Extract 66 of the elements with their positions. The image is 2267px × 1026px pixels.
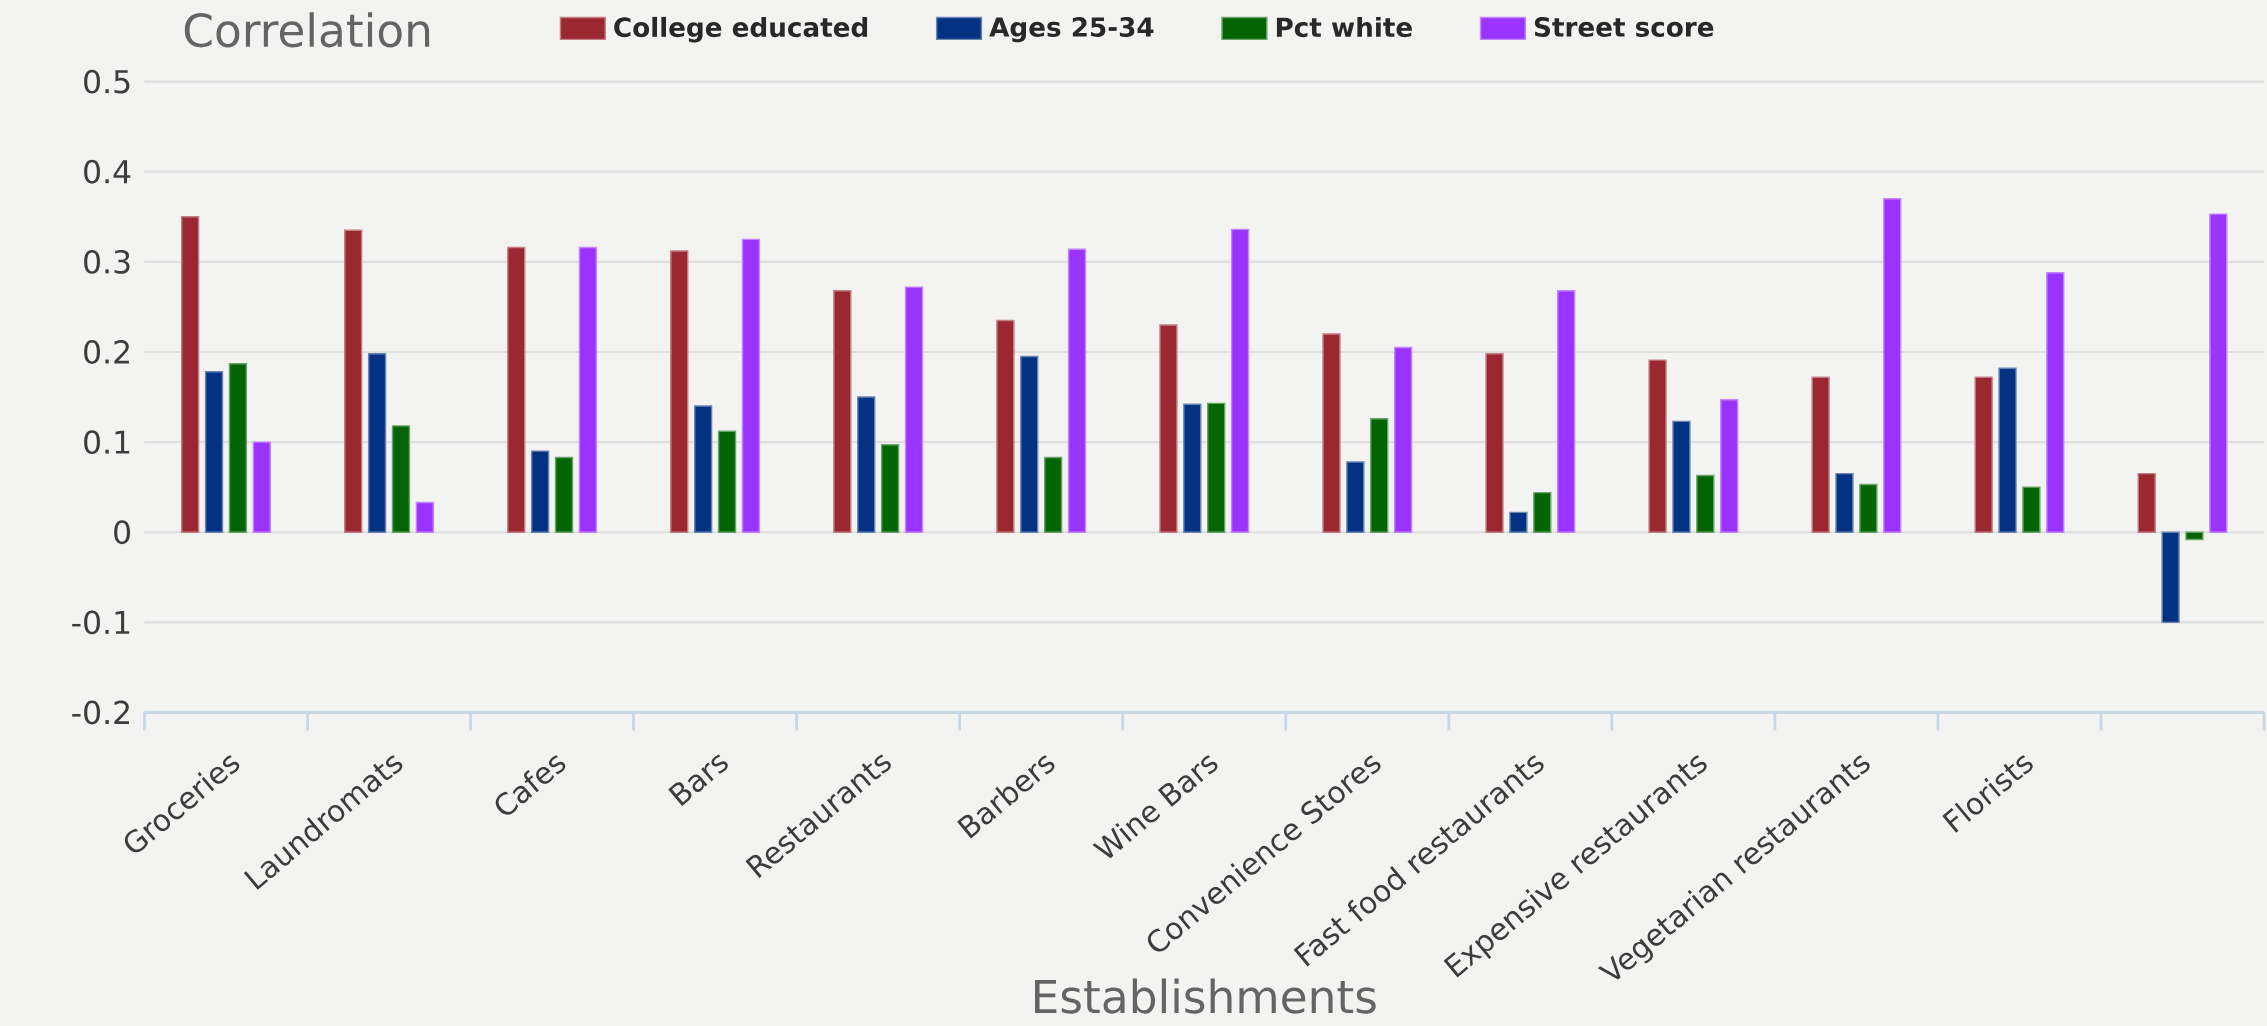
bar: [1811, 376, 1830, 533]
bar: [1859, 483, 1878, 533]
bar: [1230, 228, 1250, 533]
legend-label: Street score: [1534, 17, 1714, 37]
bar: [694, 405, 713, 533]
bar: [1696, 474, 1715, 533]
bar: [1533, 491, 1552, 533]
bar: [1322, 333, 1341, 533]
bar: [367, 353, 387, 533]
y-tick-label: 0.1: [84, 430, 130, 455]
bar: [996, 319, 1015, 533]
y-tick-label: -0.2: [72, 700, 129, 725]
bar: [1485, 353, 1504, 533]
bar: [670, 250, 689, 533]
bar: [833, 290, 852, 533]
bar: [1393, 346, 1413, 533]
bar: [1020, 355, 1039, 533]
bar: [1720, 399, 1739, 533]
legend-label: College educated: [614, 16, 868, 43]
bar: [1207, 402, 1226, 533]
y-tick-label: 0.3: [84, 249, 130, 274]
bar: [1183, 403, 1202, 533]
bar: [204, 371, 224, 533]
bar: [252, 441, 271, 533]
bar: [2022, 486, 2041, 533]
bar: [1672, 420, 1691, 533]
bar: [1159, 324, 1178, 533]
bar: [2161, 531, 2180, 624]
bar: [1370, 418, 1389, 533]
bar: [904, 286, 924, 533]
bar: [530, 450, 550, 533]
y-tick-label: 0.4: [84, 159, 131, 184]
bar: [228, 363, 248, 533]
bar: [181, 216, 200, 533]
bar: [1509, 511, 1528, 533]
legend-label: Ages 25-34: [989, 17, 1154, 43]
bar: [880, 444, 900, 533]
bar: [2046, 272, 2065, 533]
bar: [1974, 376, 1993, 533]
bar: [391, 425, 411, 533]
y-tick-label: 0: [114, 520, 131, 545]
bar: [1883, 198, 1902, 533]
bar: [1067, 248, 1087, 533]
bar: [1557, 290, 1576, 533]
bar: [415, 501, 435, 533]
bar: [1835, 472, 1854, 533]
bar: [554, 456, 574, 533]
legend-label: Pct white: [1276, 16, 1412, 38]
bar: [578, 246, 598, 533]
bar: [2185, 531, 2204, 541]
y-tick-label: 0.2: [84, 340, 129, 364]
bar: [857, 396, 876, 533]
bar: [1346, 461, 1365, 533]
bar: [1043, 456, 1063, 533]
bar: [2137, 472, 2156, 533]
bar: [717, 430, 737, 533]
y-tick-label: -0.1: [72, 610, 130, 635]
y-tick-label: 0.5: [84, 69, 130, 94]
y-axis-title: Correlation: [184, 12, 430, 48]
bar: [507, 246, 526, 533]
bar: [741, 238, 761, 533]
bar: [2209, 213, 2228, 533]
bar: [344, 229, 363, 533]
bar: [1648, 359, 1667, 533]
x-axis-title: Establishments: [1035, 978, 1376, 1014]
bar: [1998, 367, 2017, 533]
